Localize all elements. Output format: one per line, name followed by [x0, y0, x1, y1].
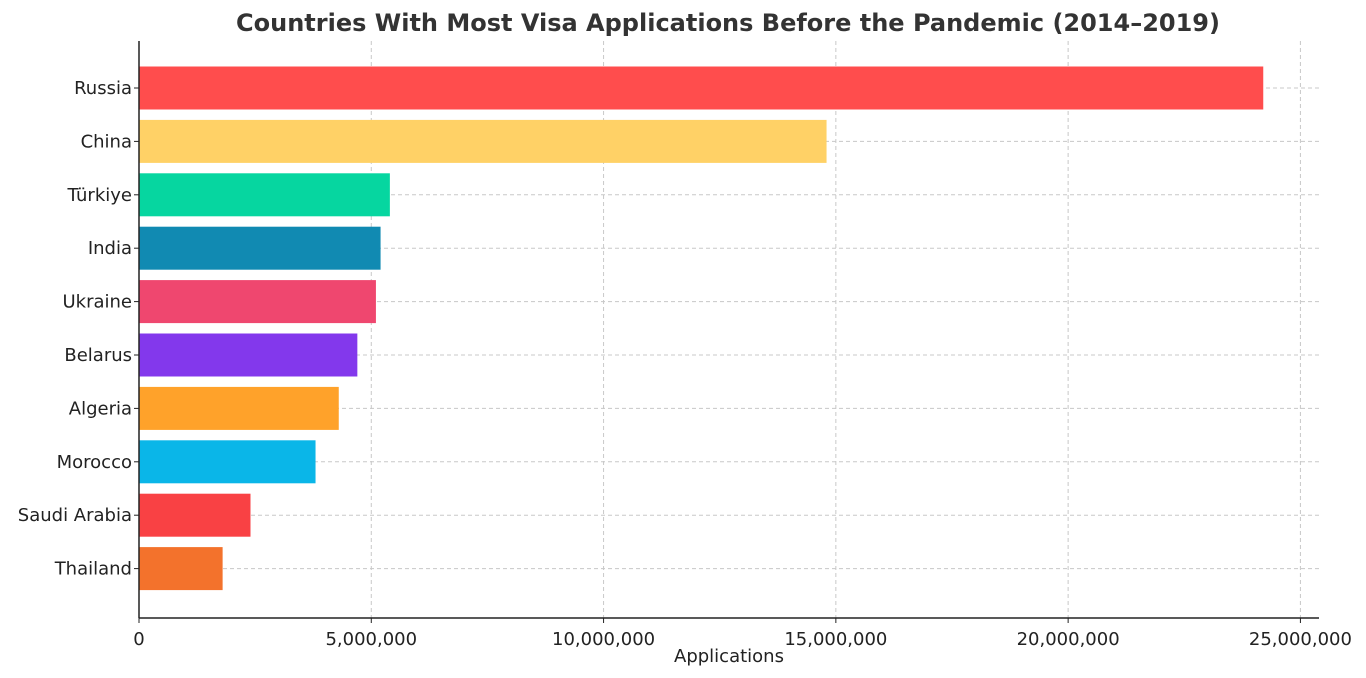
x-tick-label: 15,000,000 — [784, 629, 887, 650]
bar-morocco — [139, 440, 316, 484]
bar-india — [139, 226, 381, 270]
bars — [139, 66, 1264, 591]
category-label: Russia — [74, 78, 132, 99]
bar-saudi-arabia — [139, 493, 251, 537]
x-tick-label: 25,000,000 — [1249, 629, 1352, 650]
category-label: Belarus — [64, 345, 132, 366]
category-label: Algeria — [69, 398, 132, 419]
category-label: Thailand — [54, 559, 132, 580]
x-axis-label: Applications — [674, 646, 784, 667]
x-tick-label: 0 — [133, 629, 144, 650]
bar-türkiye — [139, 173, 390, 217]
category-label: Türkiye — [67, 185, 133, 206]
bar-algeria — [139, 386, 339, 430]
category-label: China — [81, 131, 132, 152]
x-tick-label: 20,000,000 — [1017, 629, 1120, 650]
bar-china — [139, 119, 827, 163]
category-label: Morocco — [57, 452, 132, 473]
bar-belarus — [139, 333, 358, 377]
chart-title: Countries With Most Visa Applications Be… — [236, 9, 1220, 37]
x-tick-labels: 0 5,000,000 10,000,000 15,000,000 20,000,000… — [133, 618, 1352, 650]
bar-russia — [139, 66, 1264, 110]
bar-ukraine — [139, 280, 376, 324]
category-label: Saudi Arabia — [18, 505, 132, 526]
category-labels: Russia China Türkiye India Ukraine Belarus Alg… — [18, 78, 139, 580]
x-tick-label: 5,000,000 — [325, 629, 417, 650]
category-label: India — [88, 238, 132, 259]
category-label: Ukraine — [62, 292, 132, 313]
x-tick-label: 10,000,000 — [552, 629, 655, 650]
bar-thailand — [139, 547, 223, 591]
